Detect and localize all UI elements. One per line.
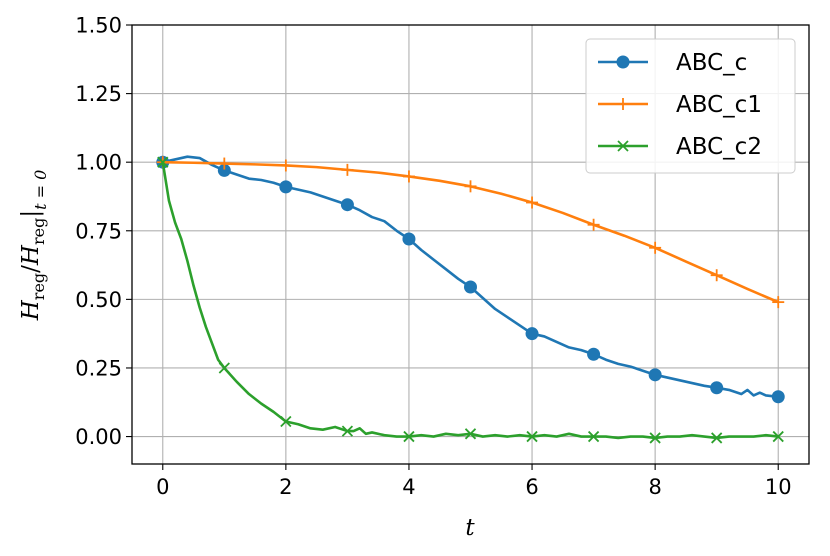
data-point — [525, 327, 539, 341]
x-tick-label: 6 — [525, 475, 538, 499]
y-tick-label: 1.25 — [75, 82, 122, 106]
series-layer — [156, 155, 785, 444]
x-tick-label: 2 — [279, 475, 292, 499]
data-point — [772, 296, 785, 309]
legend-marker — [617, 140, 629, 152]
ticks: 0 2 4 6 8 10 0.00 0.25 0.50 0.75 1.00 1.25 1.50 — [75, 14, 791, 500]
legend-entry: ABC_c1 — [598, 92, 762, 118]
plot-frame — [131, 24, 810, 465]
legend-marker — [617, 98, 629, 110]
y-label-sub-3: t = 0 — [31, 170, 50, 210]
data-point — [771, 390, 785, 404]
x-tick-label: 0 — [156, 475, 169, 499]
x-tick-label: 4 — [402, 475, 415, 499]
legend-label: ABC_c1 — [676, 92, 762, 118]
data-point — [279, 159, 292, 172]
legend-entry: ABC_c2 — [598, 134, 762, 160]
y-label-sub-2: reg — [29, 218, 48, 245]
data-point — [157, 156, 169, 168]
legend-box — [585, 38, 796, 174]
y-tick-label: 0.00 — [75, 425, 122, 449]
y-axis-label: Hreg/Hreg|t = 0 — [18, 170, 50, 322]
data-point — [464, 280, 477, 294]
data-point — [587, 430, 600, 443]
legend-entry: ABC_c — [598, 50, 747, 76]
data-point — [280, 415, 292, 428]
data-point — [710, 269, 723, 282]
x-axis-label: t — [465, 515, 475, 541]
y-label-bar: | — [18, 210, 44, 218]
legend-label: ABC_c2 — [676, 134, 762, 160]
data-point — [402, 170, 415, 183]
y-tick-label: 0.25 — [75, 356, 122, 380]
legend-label: ABC_c — [676, 50, 747, 76]
legend: ABC_c ABC_c1 ABC_c2 — [585, 38, 796, 174]
x-tick-label: 10 — [765, 475, 792, 499]
data-point — [710, 381, 724, 395]
data-point — [340, 198, 354, 212]
y-label-main-2: H — [18, 244, 44, 266]
data-point — [218, 157, 231, 170]
x-tick-label: 8 — [648, 475, 661, 499]
data-point — [526, 430, 538, 443]
data-point — [464, 428, 477, 440]
y-tick-label: 0.50 — [75, 288, 122, 312]
y-label-sub-1: reg — [29, 273, 48, 300]
data-point — [649, 241, 662, 254]
data-point — [341, 163, 354, 176]
data-point — [772, 430, 784, 443]
series-line — [162, 155, 779, 399]
data-point — [341, 425, 354, 437]
y-tick-label: 1.50 — [75, 14, 122, 38]
data-point — [649, 432, 661, 444]
data-point — [464, 180, 477, 193]
y-tick-label: 1.00 — [75, 151, 122, 175]
data-point — [711, 432, 723, 444]
data-point — [279, 180, 293, 194]
y-tick-label: 0.75 — [75, 219, 122, 243]
data-point — [217, 163, 231, 177]
data-point — [648, 368, 662, 382]
series-ABC_c2 — [157, 156, 784, 444]
data-point — [587, 347, 601, 361]
data-point — [403, 430, 415, 443]
y-label-slash: / — [18, 265, 44, 273]
data-point — [526, 196, 539, 209]
data-point — [218, 362, 230, 374]
data-point — [402, 232, 416, 246]
data-point — [587, 218, 600, 231]
y-label-main-1: H — [18, 299, 44, 321]
legend-marker — [616, 55, 630, 69]
